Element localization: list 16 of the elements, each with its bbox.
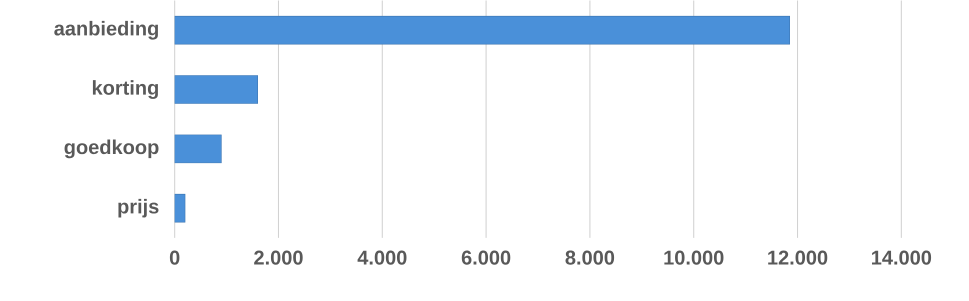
x-tick-label: 4.000 — [358, 250, 406, 265]
y-tick-label: prijs — [118, 199, 158, 218]
bar — [174, 134, 222, 164]
x-tick-label: 10.000 — [664, 250, 724, 265]
x-tick-label: 6.000 — [462, 250, 510, 265]
x-tick-label: 2.000 — [254, 250, 303, 265]
y-tick-label: aanbieding — [54, 21, 158, 40]
x-tick-label: 14.000 — [872, 250, 932, 265]
y-tick-label: goedkoop — [64, 140, 158, 158]
bar — [174, 75, 258, 104]
bar — [174, 194, 186, 223]
x-tick-label: 8.000 — [566, 250, 614, 265]
y-tick-label: korting — [92, 80, 158, 100]
x-tick-label: 12.000 — [768, 250, 828, 265]
bar — [174, 16, 790, 45]
x-tick-label: 0 — [170, 250, 180, 265]
